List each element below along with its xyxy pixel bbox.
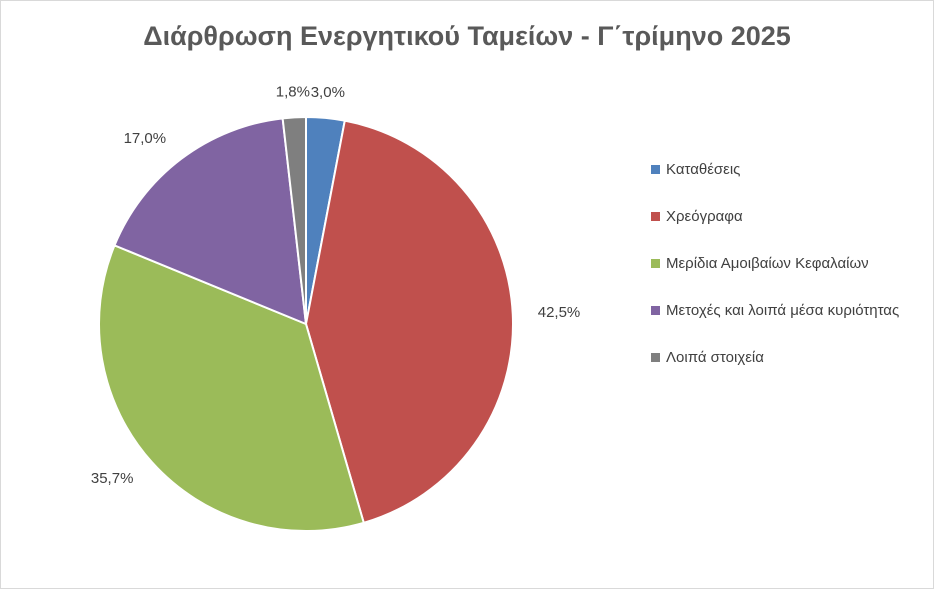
legend-label: Λοιπά στοιχεία (666, 349, 764, 366)
data-label: 3,0% (311, 84, 345, 101)
legend-swatch (651, 259, 660, 268)
legend-item: Λοιπά στοιχεία (651, 347, 913, 368)
legend-label: Καταθέσεις (666, 161, 741, 178)
data-label: 1,8% (276, 83, 310, 100)
legend-swatch (651, 212, 660, 221)
legend-item: Χρεόγραφα (651, 206, 913, 227)
legend-label: Χρεόγραφα (666, 208, 743, 225)
data-label: 17,0% (124, 130, 167, 147)
legend-item: Καταθέσεις (651, 159, 913, 180)
data-label: 35,7% (91, 470, 134, 487)
legend-swatch (651, 353, 660, 362)
legend: Καταθέσεις Χρεόγραφα Μερίδια Αμοιβαίων Κεφ… (651, 159, 913, 394)
data-label: 42,5% (538, 304, 581, 321)
legend-label: Μετοχές και λοιπά μέσα κυριότητας (666, 302, 900, 319)
pie-slice (281, 115, 307, 325)
legend-swatch (651, 165, 660, 174)
pie-slice (304, 119, 514, 525)
legend-label: Μερίδια Αμοιβαίων Κεφαλαίων (666, 255, 869, 272)
pie-slice (113, 117, 308, 326)
pie-slice (98, 244, 365, 532)
chart-title: Διάρθρωση Ενεργητικού Ταμείων - Γ΄τρίμην… (143, 21, 791, 51)
legend-item: Μερίδια Αμοιβαίων Κεφαλαίων (651, 253, 913, 274)
legend-swatch (651, 306, 660, 315)
legend-item: Μετοχές και λοιπά μέσα κυριότητας (651, 300, 913, 321)
